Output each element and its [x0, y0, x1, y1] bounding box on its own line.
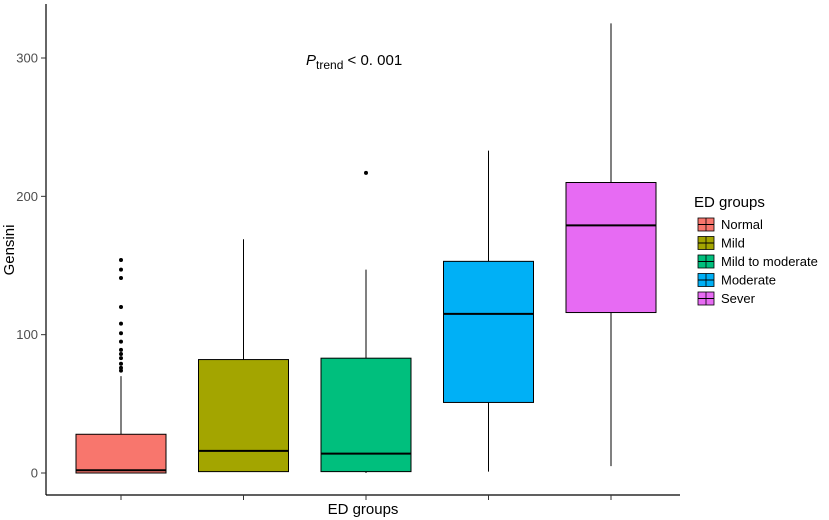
y-tick-label: 200 — [16, 189, 38, 204]
axes: Gensini ED groups 0 100 200 300 — [1, 4, 680, 518]
outlier-point — [119, 275, 123, 280]
p-trend-annotation: Ptrend < 0. 001 — [306, 52, 402, 72]
annotation: Ptrend < 0. 001 — [306, 52, 402, 72]
box-group — [443, 150, 534, 472]
outlier-point — [119, 356, 123, 361]
outlier-point — [119, 352, 123, 357]
legend-label: Mild to moderate — [721, 254, 818, 269]
outlier-point — [119, 365, 123, 370]
outlier-point — [119, 257, 123, 262]
legend: ED groups Normal Mild Mild to moderate Mode… — [694, 194, 818, 306]
y-tick-label: 0 — [31, 466, 38, 481]
outlier-point — [119, 361, 123, 366]
box-sever — [565, 182, 657, 314]
outlier-point — [119, 347, 123, 352]
box-group — [75, 257, 167, 474]
y-tick-label: 100 — [16, 327, 38, 342]
legend-title: ED groups — [694, 194, 765, 211]
y-axis-title: Gensini — [1, 225, 18, 276]
box-mild — [198, 359, 289, 473]
p-trend-rest: < 0. 001 — [343, 52, 402, 69]
outlier-point — [119, 267, 123, 272]
legend-label: Mild — [721, 236, 745, 251]
outlier-point — [119, 331, 123, 336]
outlier-point — [119, 368, 123, 373]
legend-label: Moderate — [721, 273, 776, 288]
outlier-point — [119, 339, 123, 344]
p-trend-subscript: trend — [316, 58, 343, 72]
legend-label: Sever — [721, 291, 756, 306]
p-trend-main: P — [306, 52, 316, 69]
y-tick-label: 300 — [16, 51, 38, 66]
box-group — [198, 239, 289, 473]
box-group — [320, 170, 412, 473]
x-axis-title: ED groups — [328, 501, 399, 518]
outlier-point — [119, 305, 123, 309]
outlier-point — [364, 170, 368, 175]
box-group — [565, 23, 657, 467]
legend-label: Normal — [721, 217, 763, 232]
plot-area — [75, 23, 657, 474]
box-normal — [75, 433, 167, 474]
outlier-point — [119, 321, 123, 326]
box-moderate — [443, 260, 534, 403]
